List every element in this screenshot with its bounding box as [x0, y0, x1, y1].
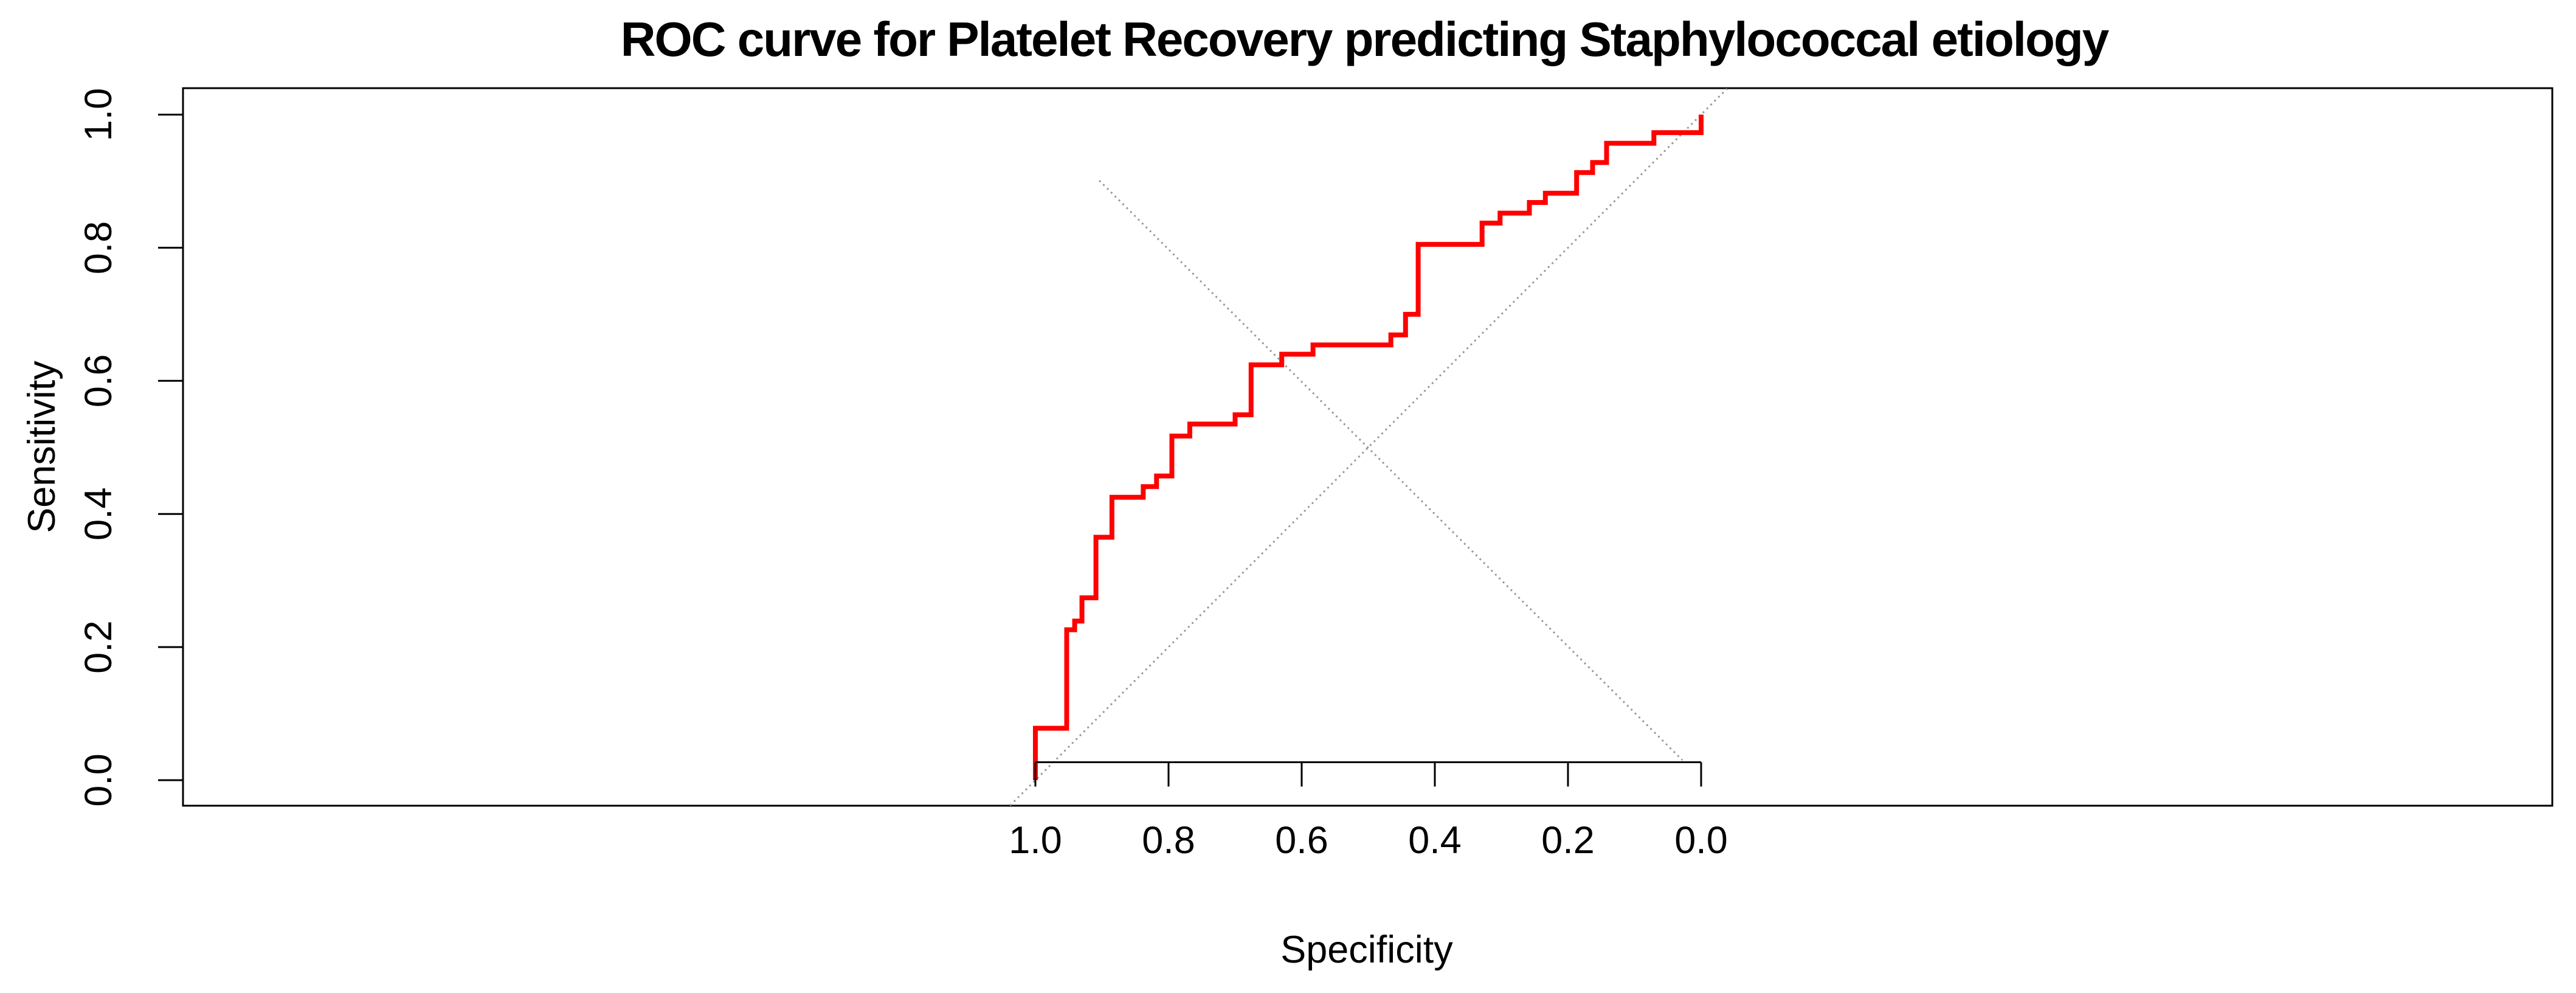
x-axis-tick-label: 0.2 [1541, 819, 1595, 862]
y-axis-tick-label: 0.4 [77, 487, 120, 541]
y-axis-tick-label: 1.0 [77, 88, 120, 142]
y-axis-tick-label: 0.0 [77, 753, 120, 807]
plot-border-box [182, 87, 2554, 807]
y-axis: 0.0 0.2 0.4 0.6 0.8 1.0 [77, 88, 183, 807]
x-axis-title: Specificity [1280, 929, 1453, 971]
y-axis-title: Sensitivity [21, 361, 63, 533]
x-axis-tick-label: 0.4 [1408, 819, 1462, 862]
y-axis-tick-label: 0.2 [77, 620, 120, 674]
chart-title: ROC curve for Platelet Recovery predicti… [621, 12, 2110, 66]
y-axis-tick-label: 0.6 [77, 355, 120, 408]
y-axis-tick-label: 0.8 [77, 221, 120, 275]
roc-curve [1033, 114, 1704, 780]
diagonal-reference-lines [1009, 88, 1728, 806]
x-axis-tick-label: 0.6 [1275, 819, 1328, 862]
x-axis-tick-label: 0.0 [1674, 819, 1728, 862]
x-axis-tick-label: 1.0 [1009, 819, 1062, 862]
x-axis-tick-label: 0.8 [1142, 819, 1195, 862]
identity-diagonal-line [1099, 179, 1683, 761]
x-axis: 1.0 0.8 0.6 0.4 0.2 0.0 [1009, 762, 1728, 862]
